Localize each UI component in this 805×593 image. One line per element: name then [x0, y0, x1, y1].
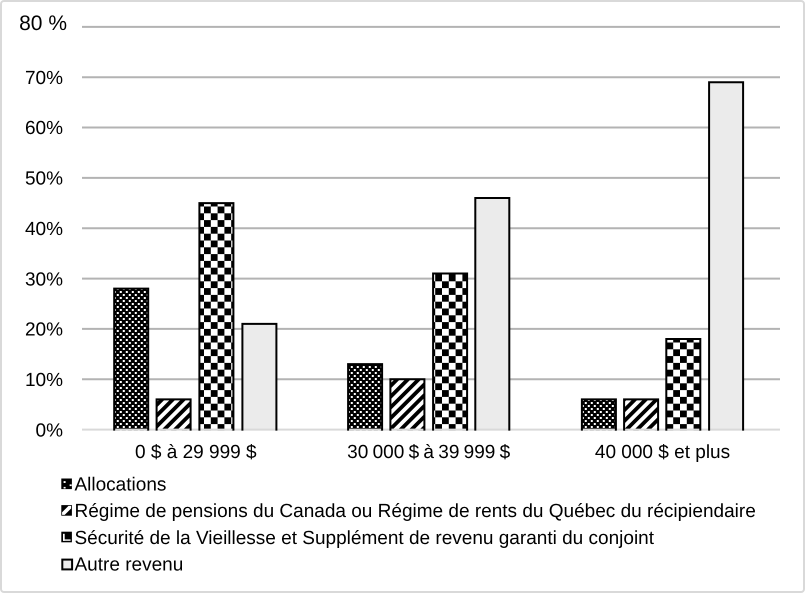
svg-text:10%: 10% [25, 370, 63, 391]
svg-text:0 $ à 29 999 $: 0 $ à 29 999 $ [135, 442, 257, 463]
svg-text:30 000 $ à 39 999 $: 30 000 $ à 39 999 $ [347, 442, 510, 463]
svg-text:0%: 0% [36, 420, 64, 441]
svg-text:70%: 70% [25, 68, 63, 89]
svg-text:Allocations: Allocations [75, 475, 167, 496]
svg-text:Régime de pensions du Canada o: Régime de pensions du Canada ou Régime d… [75, 501, 756, 522]
svg-text:30%: 30% [25, 269, 63, 290]
svg-text:40 000 $ et plus: 40 000 $ et plus [595, 442, 730, 463]
svg-text:60%: 60% [25, 118, 63, 139]
svg-text:Autre revenu: Autre revenu [75, 554, 184, 575]
svg-text:40%: 40% [25, 219, 63, 240]
svg-text:20%: 20% [25, 320, 63, 341]
svg-text:80 %: 80 % [19, 12, 67, 35]
svg-text:50%: 50% [25, 169, 63, 190]
svg-text:Sécurité de la Vieillesse et S: Sécurité de la Vieillesse et Supplément … [75, 528, 655, 549]
